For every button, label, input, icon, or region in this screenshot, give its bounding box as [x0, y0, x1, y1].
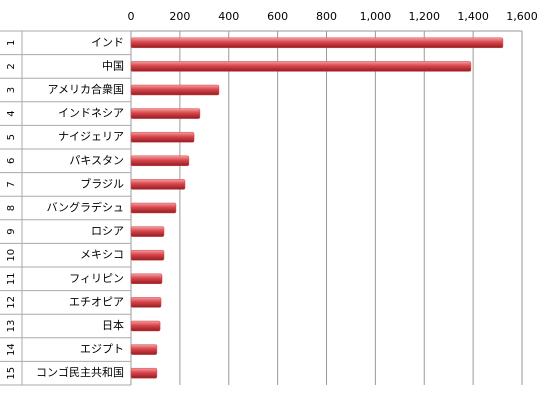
bar [130, 226, 165, 237]
bar [130, 84, 220, 96]
rank-label: 10 [6, 249, 17, 262]
y-tick-label: ブラジル [80, 176, 124, 190]
y-tick-label: ロシア [91, 225, 124, 238]
bar [130, 367, 158, 379]
x-tick-label: 1,000 [360, 10, 392, 23]
bar [130, 131, 195, 143]
rank-label: 5 [6, 134, 17, 140]
x-tick-label: 800 [316, 10, 337, 23]
y-tick-label: エチオピア [69, 295, 124, 308]
x-tick-label: 400 [218, 10, 239, 23]
x-tick-label: 1,200 [409, 10, 441, 23]
bar [130, 179, 186, 190]
y-tick-label: インドネシア [58, 107, 124, 120]
y-tick-label: 中国 [102, 59, 124, 72]
y-tick-label: 日本 [102, 318, 124, 332]
bar [130, 202, 177, 214]
y-tick-label: コンゴ民主共和国 [36, 365, 124, 379]
bar [130, 249, 165, 261]
bar [130, 37, 504, 49]
rank-label: 1 [6, 40, 17, 46]
bar [130, 273, 163, 285]
x-tick-label: 1,400 [457, 10, 489, 23]
rank-label: 4 [6, 110, 17, 116]
rank-label: 13 [6, 320, 17, 333]
rank-label: 12 [6, 296, 17, 309]
bar [130, 155, 190, 167]
rank-label: 8 [6, 205, 17, 211]
y-tick-label: バングラデシュ [46, 200, 124, 214]
rank-label: 11 [6, 272, 17, 285]
y-tick-label: フィリピン [69, 272, 124, 285]
rank-label: 9 [6, 228, 17, 234]
bar [130, 108, 201, 119]
y-tick-label: アメリカ合衆国 [48, 82, 124, 96]
y-tick-label: パキスタン [69, 154, 124, 167]
rank-label: 14 [6, 343, 17, 356]
bar [130, 344, 158, 355]
x-tick-label: 0 [128, 10, 135, 23]
rank-label: 15 [6, 367, 17, 380]
y-tick-label: ナイジェリア [58, 130, 124, 143]
rank-label: 2 [6, 63, 17, 69]
y-tick-label: インド [91, 36, 124, 49]
y-tick-label: エジプト [80, 343, 124, 356]
rank-label: 3 [6, 87, 17, 93]
bar [130, 297, 162, 308]
rank-label: 7 [6, 181, 17, 187]
rank-label: 6 [6, 158, 17, 164]
bar [130, 320, 161, 332]
x-tick-label: 200 [169, 10, 190, 23]
y-tick-label: メキシコ [80, 248, 124, 261]
x-tick-label: 1,600 [506, 10, 538, 23]
x-tick-label: 600 [267, 10, 288, 23]
bar [130, 61, 472, 72]
